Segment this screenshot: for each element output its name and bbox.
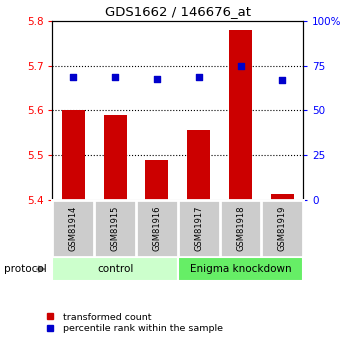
Bar [229, 30, 252, 200]
Text: GSM81917: GSM81917 [194, 206, 203, 251]
Point [196, 75, 201, 80]
Bar [271, 194, 294, 200]
Text: GSM81919: GSM81919 [278, 206, 287, 251]
Text: Enigma knockdown: Enigma knockdown [190, 264, 291, 274]
Bar [187, 130, 210, 200]
Bar [145, 160, 168, 200]
Point [279, 77, 285, 83]
Text: protocol: protocol [4, 264, 46, 274]
Point [238, 63, 243, 68]
Legend: transformed count, percentile rank within the sample: transformed count, percentile rank withi… [37, 309, 226, 337]
Text: GSM81918: GSM81918 [236, 206, 245, 251]
Point [112, 75, 118, 80]
Text: GSM81914: GSM81914 [69, 206, 78, 251]
Point [154, 76, 160, 82]
Text: GSM81916: GSM81916 [152, 206, 161, 251]
Bar [178, 257, 303, 281]
Title: GDS1662 / 146676_at: GDS1662 / 146676_at [105, 5, 251, 18]
Bar [62, 109, 85, 200]
Text: GSM81915: GSM81915 [110, 206, 119, 251]
Text: control: control [97, 264, 133, 274]
Bar [52, 257, 178, 281]
Point [70, 75, 76, 80]
Bar [104, 115, 127, 200]
